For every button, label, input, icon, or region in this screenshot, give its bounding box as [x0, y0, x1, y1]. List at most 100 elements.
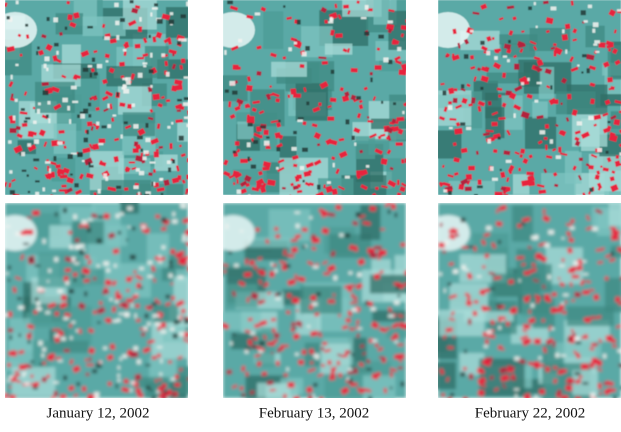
bright-area [211, 215, 255, 251]
field-speckle [82, 386, 87, 392]
field-speckle [271, 352, 273, 354]
speckle [15, 232, 20, 236]
field-speckle [347, 371, 354, 374]
field-speckle [308, 170, 312, 173]
field-speckle [119, 62, 125, 67]
speckle [35, 192, 39, 195]
speckle [581, 71, 583, 73]
speckle [137, 359, 141, 364]
speckle [127, 207, 133, 211]
speckle [19, 334, 21, 337]
speckle [114, 3, 118, 7]
speckle [298, 117, 304, 119]
field-speckle [516, 256, 524, 259]
speckle [87, 228, 91, 232]
speckle [8, 379, 10, 383]
terrain-patch [263, 11, 283, 49]
field-speckle [560, 102, 562, 105]
speckle [133, 346, 138, 351]
field-speckle [323, 272, 329, 275]
speckle [333, 163, 335, 167]
field-speckle [478, 179, 482, 184]
speckle [248, 194, 250, 197]
speckle [388, 60, 392, 64]
speckle [313, 266, 319, 269]
field-speckle [318, 102, 321, 106]
speckle [561, 355, 567, 357]
field-speckle [496, 221, 503, 226]
field-speckle [585, 317, 590, 323]
speckle [347, 377, 350, 380]
speckle [168, 266, 173, 268]
speckle [80, 114, 85, 119]
speckle [182, 234, 185, 239]
speckle [294, 327, 297, 329]
speckle [570, 226, 575, 229]
speckle [480, 87, 483, 90]
speckle [462, 265, 466, 270]
speckle [33, 121, 37, 124]
speckle [277, 292, 281, 295]
speckle [255, 12, 260, 15]
speckle [227, 1, 233, 5]
field-speckle [188, 266, 195, 271]
field-speckle [379, 356, 384, 358]
field-speckle [588, 165, 594, 169]
field-speckle [469, 373, 474, 379]
terrain-patch [249, 237, 291, 247]
speckle [146, 386, 150, 389]
speckle [538, 356, 541, 359]
speckle [121, 135, 123, 139]
speckle [17, 297, 21, 300]
speckle [381, 101, 383, 104]
field-speckle [351, 68, 358, 73]
speckle [36, 301, 40, 306]
speckle [186, 2, 191, 7]
speckle [143, 326, 147, 330]
speckle [103, 347, 107, 350]
speckle [184, 97, 190, 100]
speckle [82, 160, 85, 162]
speckle [368, 396, 372, 401]
speckle [317, 185, 321, 190]
speckle [170, 12, 174, 15]
field-speckle [324, 20, 328, 24]
speckle [460, 122, 465, 125]
speckle [144, 194, 149, 198]
speckle [283, 5, 285, 7]
field-speckle [556, 394, 561, 397]
field-speckle [138, 26, 142, 32]
speckle [286, 264, 291, 268]
field-speckle [133, 148, 139, 153]
speckle [260, 126, 266, 128]
field-speckle [590, 362, 595, 368]
speckle [154, 3, 158, 6]
speckle [46, 115, 49, 118]
speckle [92, 58, 95, 62]
speckle [65, 27, 67, 30]
speckle [603, 354, 606, 359]
field-speckle [506, 321, 510, 326]
field-speckle [154, 151, 159, 157]
field-speckle [259, 135, 262, 139]
field-speckle [87, 394, 93, 400]
field-speckle [22, 123, 28, 127]
speckle [158, 261, 163, 264]
speckle [251, 165, 256, 169]
field-speckle [454, 88, 458, 91]
speckle [42, 187, 45, 191]
speckle [295, 353, 299, 356]
speckle [15, 99, 18, 102]
page: January 12, 2002 February 13, 2002 Febru… [0, 0, 621, 432]
speckle [54, 257, 58, 262]
speckle [587, 68, 590, 73]
field-speckle [558, 147, 561, 153]
speckle [24, 382, 30, 385]
field-speckle [572, 275, 579, 279]
speckle [307, 325, 310, 328]
terrain-patch [120, 196, 139, 213]
speckle [444, 288, 446, 292]
field-speckle [534, 338, 541, 344]
speckle [169, 260, 172, 264]
field-speckle [32, 210, 40, 215]
